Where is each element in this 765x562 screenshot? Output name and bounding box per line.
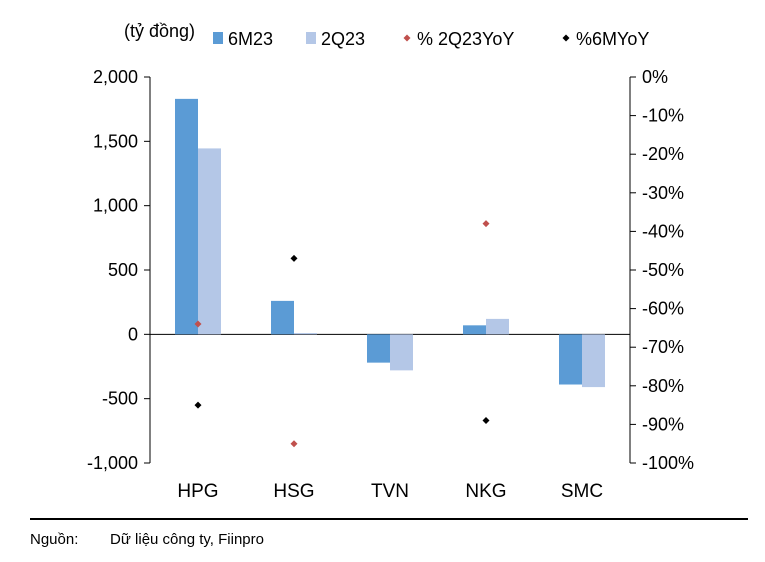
right-tick-label: 0%	[642, 67, 668, 87]
legend-6m23-label: 6M23	[228, 29, 273, 49]
category-label-smc: SMC	[561, 481, 603, 502]
left-tick-label: 500	[108, 260, 138, 280]
marker-pct-6myoy-hpg	[194, 401, 202, 409]
left-tick-label: 2,000	[93, 67, 138, 87]
legend-2q23-label: 2Q23	[321, 29, 365, 49]
source-text: Dữ liệu công ty, Fiinpro	[110, 531, 264, 548]
bar-2q23-tvn	[390, 334, 413, 371]
bar-2q23-hsg	[294, 333, 317, 335]
left-tick-label: 0	[128, 324, 138, 344]
bar-6m23-hsg	[271, 300, 294, 335]
legend-6m23-swatch	[213, 32, 223, 44]
right-tick-label: -50%	[642, 260, 684, 280]
bar-6m23-tvn	[367, 334, 390, 363]
bar-2q23-nkg	[486, 318, 509, 335]
category-label-hsg: HSG	[273, 481, 314, 502]
right-axis-ticks: 0% -10% -20% -30% -40% -50% -60% -70% -80% -90% -1…	[630, 67, 694, 473]
marker-pct-2q23yoy-hsg	[290, 440, 298, 448]
right-tick-label: -40%	[642, 221, 684, 241]
source-label: Nguồn:	[30, 531, 79, 548]
left-tick-label: -500	[102, 389, 138, 409]
legend-2q23-swatch	[306, 32, 316, 44]
marker-pct-2q23yoy-hpg	[194, 320, 202, 328]
marker-pct-6myoy-nkg	[482, 417, 490, 425]
bar-2q23-smc	[582, 334, 605, 388]
axes	[149, 77, 631, 463]
left-axis-ticks: 2,000 1,500 1,000 500 0 -500 -1,000	[87, 67, 150, 473]
marker-pct-6myoy-hsg	[290, 254, 298, 262]
right-tick-label: -100%	[642, 453, 694, 473]
unit-label: (tỷ đồng)	[124, 21, 195, 41]
legend-pct-6myoy-label: %6MYoY	[576, 29, 649, 49]
bar-6m23-hpg	[175, 98, 198, 335]
marker-pct-2q23yoy-nkg	[482, 220, 490, 228]
bar-6m23-smc	[559, 334, 582, 385]
legend-pct-2q23yoy-swatch	[403, 34, 411, 42]
markers	[194, 220, 490, 448]
left-tick-label: -1,000	[87, 453, 138, 473]
left-tick-label: 1,500	[93, 131, 138, 151]
left-tick-label: 1,000	[93, 196, 138, 216]
right-tick-label: -20%	[642, 144, 684, 164]
legend: 6M23 2Q23 % 2Q23YoY %6MYoY	[213, 29, 649, 49]
category-label-nkg: NKG	[465, 481, 506, 502]
right-tick-label: -60%	[642, 299, 684, 319]
right-tick-label: -90%	[642, 414, 684, 434]
right-tick-label: -30%	[642, 183, 684, 203]
bar-6m23-nkg	[463, 325, 486, 335]
category-label-hpg: HPG	[177, 481, 218, 502]
bar-2q23-hpg	[198, 148, 221, 335]
chart: (tỷ đồng) 6M23 2Q23 % 2Q23YoY %6MYoY 2,000 1…	[87, 21, 694, 502]
bars	[175, 98, 605, 388]
category-label-tvn: TVN	[371, 481, 409, 502]
divider	[30, 518, 748, 520]
source-note: Nguồn: Dữ liệu công ty, Fiinpro	[30, 531, 264, 548]
right-tick-label: -10%	[642, 106, 684, 126]
right-tick-label: -70%	[642, 337, 684, 357]
legend-pct-2q23yoy-label: % 2Q23YoY	[417, 29, 514, 49]
legend-pct-6myoy-swatch	[562, 34, 570, 42]
category-labels: HPG HSG TVN NKG SMC	[177, 481, 603, 502]
right-tick-label: -80%	[642, 376, 684, 396]
